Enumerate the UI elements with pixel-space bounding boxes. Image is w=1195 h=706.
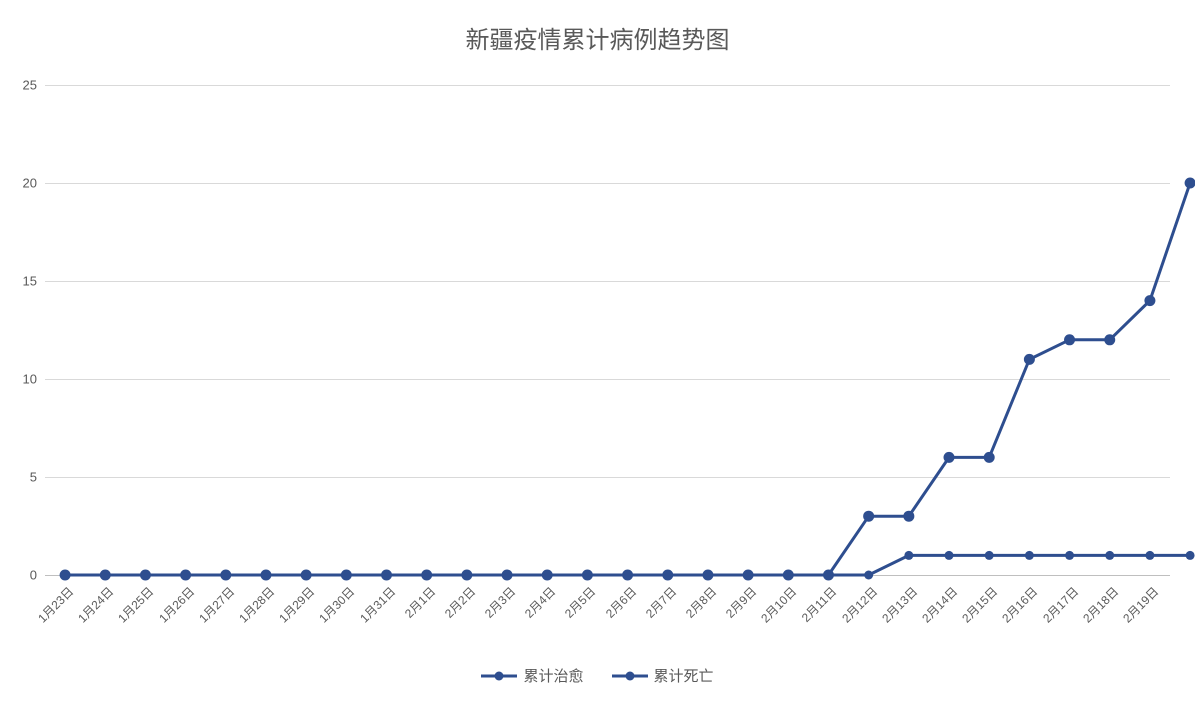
x-tick-label: 2月4日	[521, 583, 559, 621]
x-tick-label: 1月23日	[34, 583, 77, 626]
chart-title: 新疆疫情累计病例趋势图	[0, 0, 1195, 55]
series-marker	[945, 551, 954, 560]
legend-swatch	[612, 669, 648, 683]
x-tick-label: 1月27日	[195, 583, 238, 626]
x-tick-label: 1月29日	[275, 583, 318, 626]
series-marker	[863, 511, 874, 522]
legend-label: 累计死亡	[654, 665, 714, 686]
legend-dot-icon	[625, 671, 634, 680]
x-tick-label: 2月15日	[958, 583, 1001, 626]
x-tick-label: 2月12日	[838, 583, 881, 626]
series-marker	[903, 511, 914, 522]
x-tick-label: 2月18日	[1079, 583, 1122, 626]
x-tick-label: 2月9日	[722, 583, 760, 621]
x-tick-label: 2月14日	[918, 583, 961, 626]
x-tick-label: 2月16日	[998, 583, 1041, 626]
series-marker	[1065, 551, 1074, 560]
x-tick-label: 2月1日	[400, 583, 438, 621]
x-tick-label: 1月31日	[355, 583, 398, 626]
x-tick-label: 1月28日	[235, 583, 278, 626]
plot-area: 1月23日1月24日1月25日1月26日1月27日1月28日1月29日1月30日…	[45, 85, 1170, 575]
series-marker	[944, 452, 955, 463]
series-marker	[1186, 551, 1195, 560]
series-marker	[1025, 551, 1034, 560]
series-marker	[1144, 295, 1155, 306]
x-tick-label: 2月7日	[641, 583, 679, 621]
series-marker	[1105, 551, 1114, 560]
x-tick-label: 2月6日	[601, 583, 639, 621]
x-tick-label: 1月26日	[154, 583, 197, 626]
x-tick-label: 1月30日	[315, 583, 358, 626]
legend-item: 累计死亡	[612, 665, 714, 686]
chart-container: 新疆疫情累计病例趋势图 1月23日1月24日1月25日1月26日1月27日1月2…	[0, 0, 1195, 706]
legend-label: 累计治愈	[523, 665, 583, 686]
x-tick-label: 2月8日	[682, 583, 720, 621]
x-tick-label: 2月17日	[1038, 583, 1081, 626]
x-tick-label: 2月19日	[1119, 583, 1162, 626]
y-tick-label: 20	[23, 176, 37, 191]
x-tick-label: 1月25日	[114, 583, 157, 626]
x-tick-label: 2月5日	[561, 583, 599, 621]
series-marker	[1024, 354, 1035, 365]
x-axis-labels: 1月23日1月24日1月25日1月26日1月27日1月28日1月29日1月30日…	[45, 575, 1170, 645]
series-marker	[984, 452, 995, 463]
x-tick-label: 2月10日	[757, 583, 800, 626]
x-tick-label: 1月24日	[74, 583, 117, 626]
x-tick-label: 2月11日	[798, 583, 841, 626]
series-marker	[1064, 334, 1075, 345]
legend-dot-icon	[495, 671, 504, 680]
series-marker	[904, 551, 913, 560]
y-tick-label: 5	[30, 470, 37, 485]
y-tick-label: 0	[30, 568, 37, 583]
x-tick-label: 2月2日	[440, 583, 478, 621]
line-layer	[45, 85, 1170, 575]
y-tick-label: 10	[23, 372, 37, 387]
series-marker	[1185, 178, 1195, 189]
x-tick-label: 2月3日	[481, 583, 519, 621]
legend-item: 累计治愈	[481, 665, 583, 686]
series-marker	[985, 551, 994, 560]
legend: 累计治愈 累计死亡	[0, 665, 1195, 687]
y-tick-label: 15	[23, 274, 37, 289]
series-marker	[1104, 334, 1115, 345]
y-tick-label: 25	[23, 78, 37, 93]
legend-swatch	[481, 669, 517, 683]
series-marker	[1145, 551, 1154, 560]
series-line	[65, 183, 1190, 575]
x-tick-label: 2月13日	[878, 583, 921, 626]
